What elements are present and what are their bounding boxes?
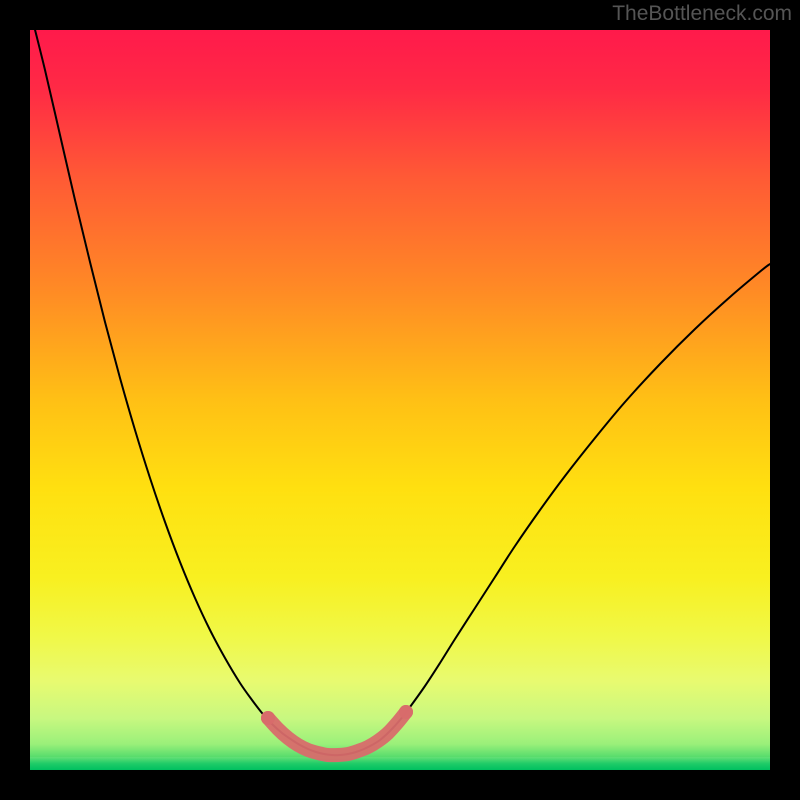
chart-root: TheBottleneck.com bbox=[0, 0, 800, 800]
chart-svg bbox=[0, 0, 800, 800]
watermark-text: TheBottleneck.com bbox=[612, 2, 792, 26]
